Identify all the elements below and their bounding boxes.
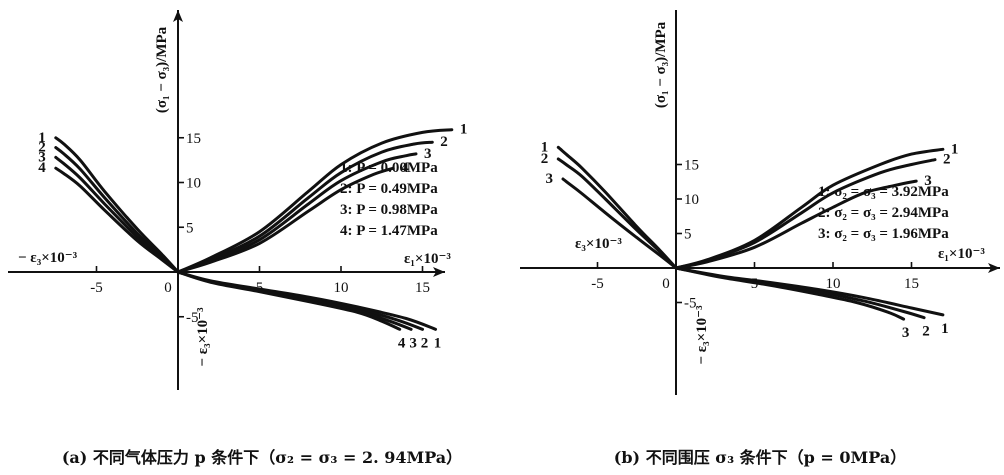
series-4-radial-curve <box>54 166 180 274</box>
legend-entry-1: 1: σ₂ = σ₃ = 3.92MPa <box>818 184 949 200</box>
y-tick-label: 15 <box>684 158 699 174</box>
caption-b: (b) 不同围压 σ₃ 条件下（p = 0MPa） <box>614 448 906 467</box>
series-4-radial-label: 4 <box>38 160 46 176</box>
y-tick-label: 10 <box>186 176 201 192</box>
x-tick-label: 0 <box>662 276 670 292</box>
x-axis-label-left: − ε₃×10⁻³ <box>18 250 78 266</box>
series-2-axial-label: 2 <box>943 152 951 168</box>
series-3-radial-label: 3 <box>38 149 46 165</box>
x-tick-label: 15 <box>904 276 919 292</box>
series-4-volumetric-curve <box>176 270 402 331</box>
series-1-axial-label: 1 <box>460 122 468 138</box>
y-axis-label-lower: − ε₃×10⁻³ <box>195 307 211 367</box>
x-axis-arrow <box>433 267 445 277</box>
series-2-axial-label: 2 <box>440 134 448 150</box>
y-axis-label-lower: − ε₃×10⁻³ <box>694 305 710 365</box>
y-axis-label: (σ₁ − σ₃)/MPa <box>154 26 170 113</box>
series-4-volumetric-label: 4 <box>398 335 406 351</box>
series-3-axial-label: 3 <box>924 173 932 189</box>
y-axis-arrow <box>173 10 183 22</box>
x-tick-label: 10 <box>334 280 349 296</box>
series-1-volumetric-label: 1 <box>941 321 949 337</box>
x-axis-label-right: ε₁×10⁻³ <box>938 246 985 262</box>
y-tick-label: 5 <box>186 220 194 236</box>
series-2-volumetric-label: 2 <box>421 335 429 351</box>
series-3-volumetric-curve <box>674 266 906 321</box>
x-axis-label-right: ε₁×10⁻³ <box>404 251 451 267</box>
x-tick-label: -5 <box>591 276 604 292</box>
caption-a: (a) 不同气体压力 p 条件下（σ₂ = σ₃ = 2. 94MPa） <box>62 448 462 467</box>
y-axis-label: (σ₁ − σ₃)/MPa <box>653 21 669 108</box>
series-2-radial-label: 2 <box>541 151 549 167</box>
legend-entry-4: 4: P = 1.47MPa <box>340 223 438 239</box>
series-2-radial-label: 2 <box>38 140 46 156</box>
x-tick-label: 10 <box>826 276 841 292</box>
x-axis-arrow <box>988 263 1000 273</box>
x-tick-label: -5 <box>90 280 103 296</box>
series-2-radial-curve <box>556 157 678 270</box>
x-axis-label-left: ε₃×10⁻³ <box>575 236 622 252</box>
series-3-radial-curve <box>561 177 678 270</box>
series-1-axial-label: 1 <box>951 141 959 157</box>
series-2-volumetric-label: 2 <box>922 324 930 340</box>
y-tick-label: -5 <box>186 310 199 326</box>
series-3-radial-label: 3 <box>545 171 553 187</box>
series-3-axial-label: 3 <box>424 146 432 162</box>
series-3-volumetric-label: 3 <box>409 335 417 351</box>
legend-entry-2: 2: P = 0.49MPa <box>340 181 438 197</box>
series-1-axial-curve <box>176 128 454 274</box>
legend-entry-3: 3: σ₂ = σ₃ = 1.96MPa <box>818 226 949 242</box>
legend-entry-2: 2: σ₂ = σ₃ = 2.94MPa <box>818 205 949 221</box>
series-3-axial-curve <box>674 179 918 270</box>
series-2-axial-curve <box>674 158 937 270</box>
series-1-radial-label: 1 <box>541 139 549 155</box>
series-4-axial-curve <box>176 166 395 274</box>
series-3-volumetric-label: 3 <box>902 325 910 341</box>
series-4-axial-label: 4 <box>401 160 409 176</box>
y-tick-label: 5 <box>684 227 692 243</box>
legend-entry-3: 3: P = 0.98MPa <box>340 202 438 218</box>
y-tick-label: -5 <box>684 296 697 312</box>
x-tick-label: 15 <box>415 280 430 296</box>
series-1-volumetric-label: 1 <box>434 335 442 351</box>
x-tick-label: 0 <box>164 280 172 296</box>
series-1-radial-label: 1 <box>38 130 46 146</box>
legend-entry-1: 1: P = 0.00MPa <box>340 160 438 176</box>
y-tick-label: 10 <box>684 192 699 208</box>
y-tick-label: 15 <box>186 131 201 147</box>
